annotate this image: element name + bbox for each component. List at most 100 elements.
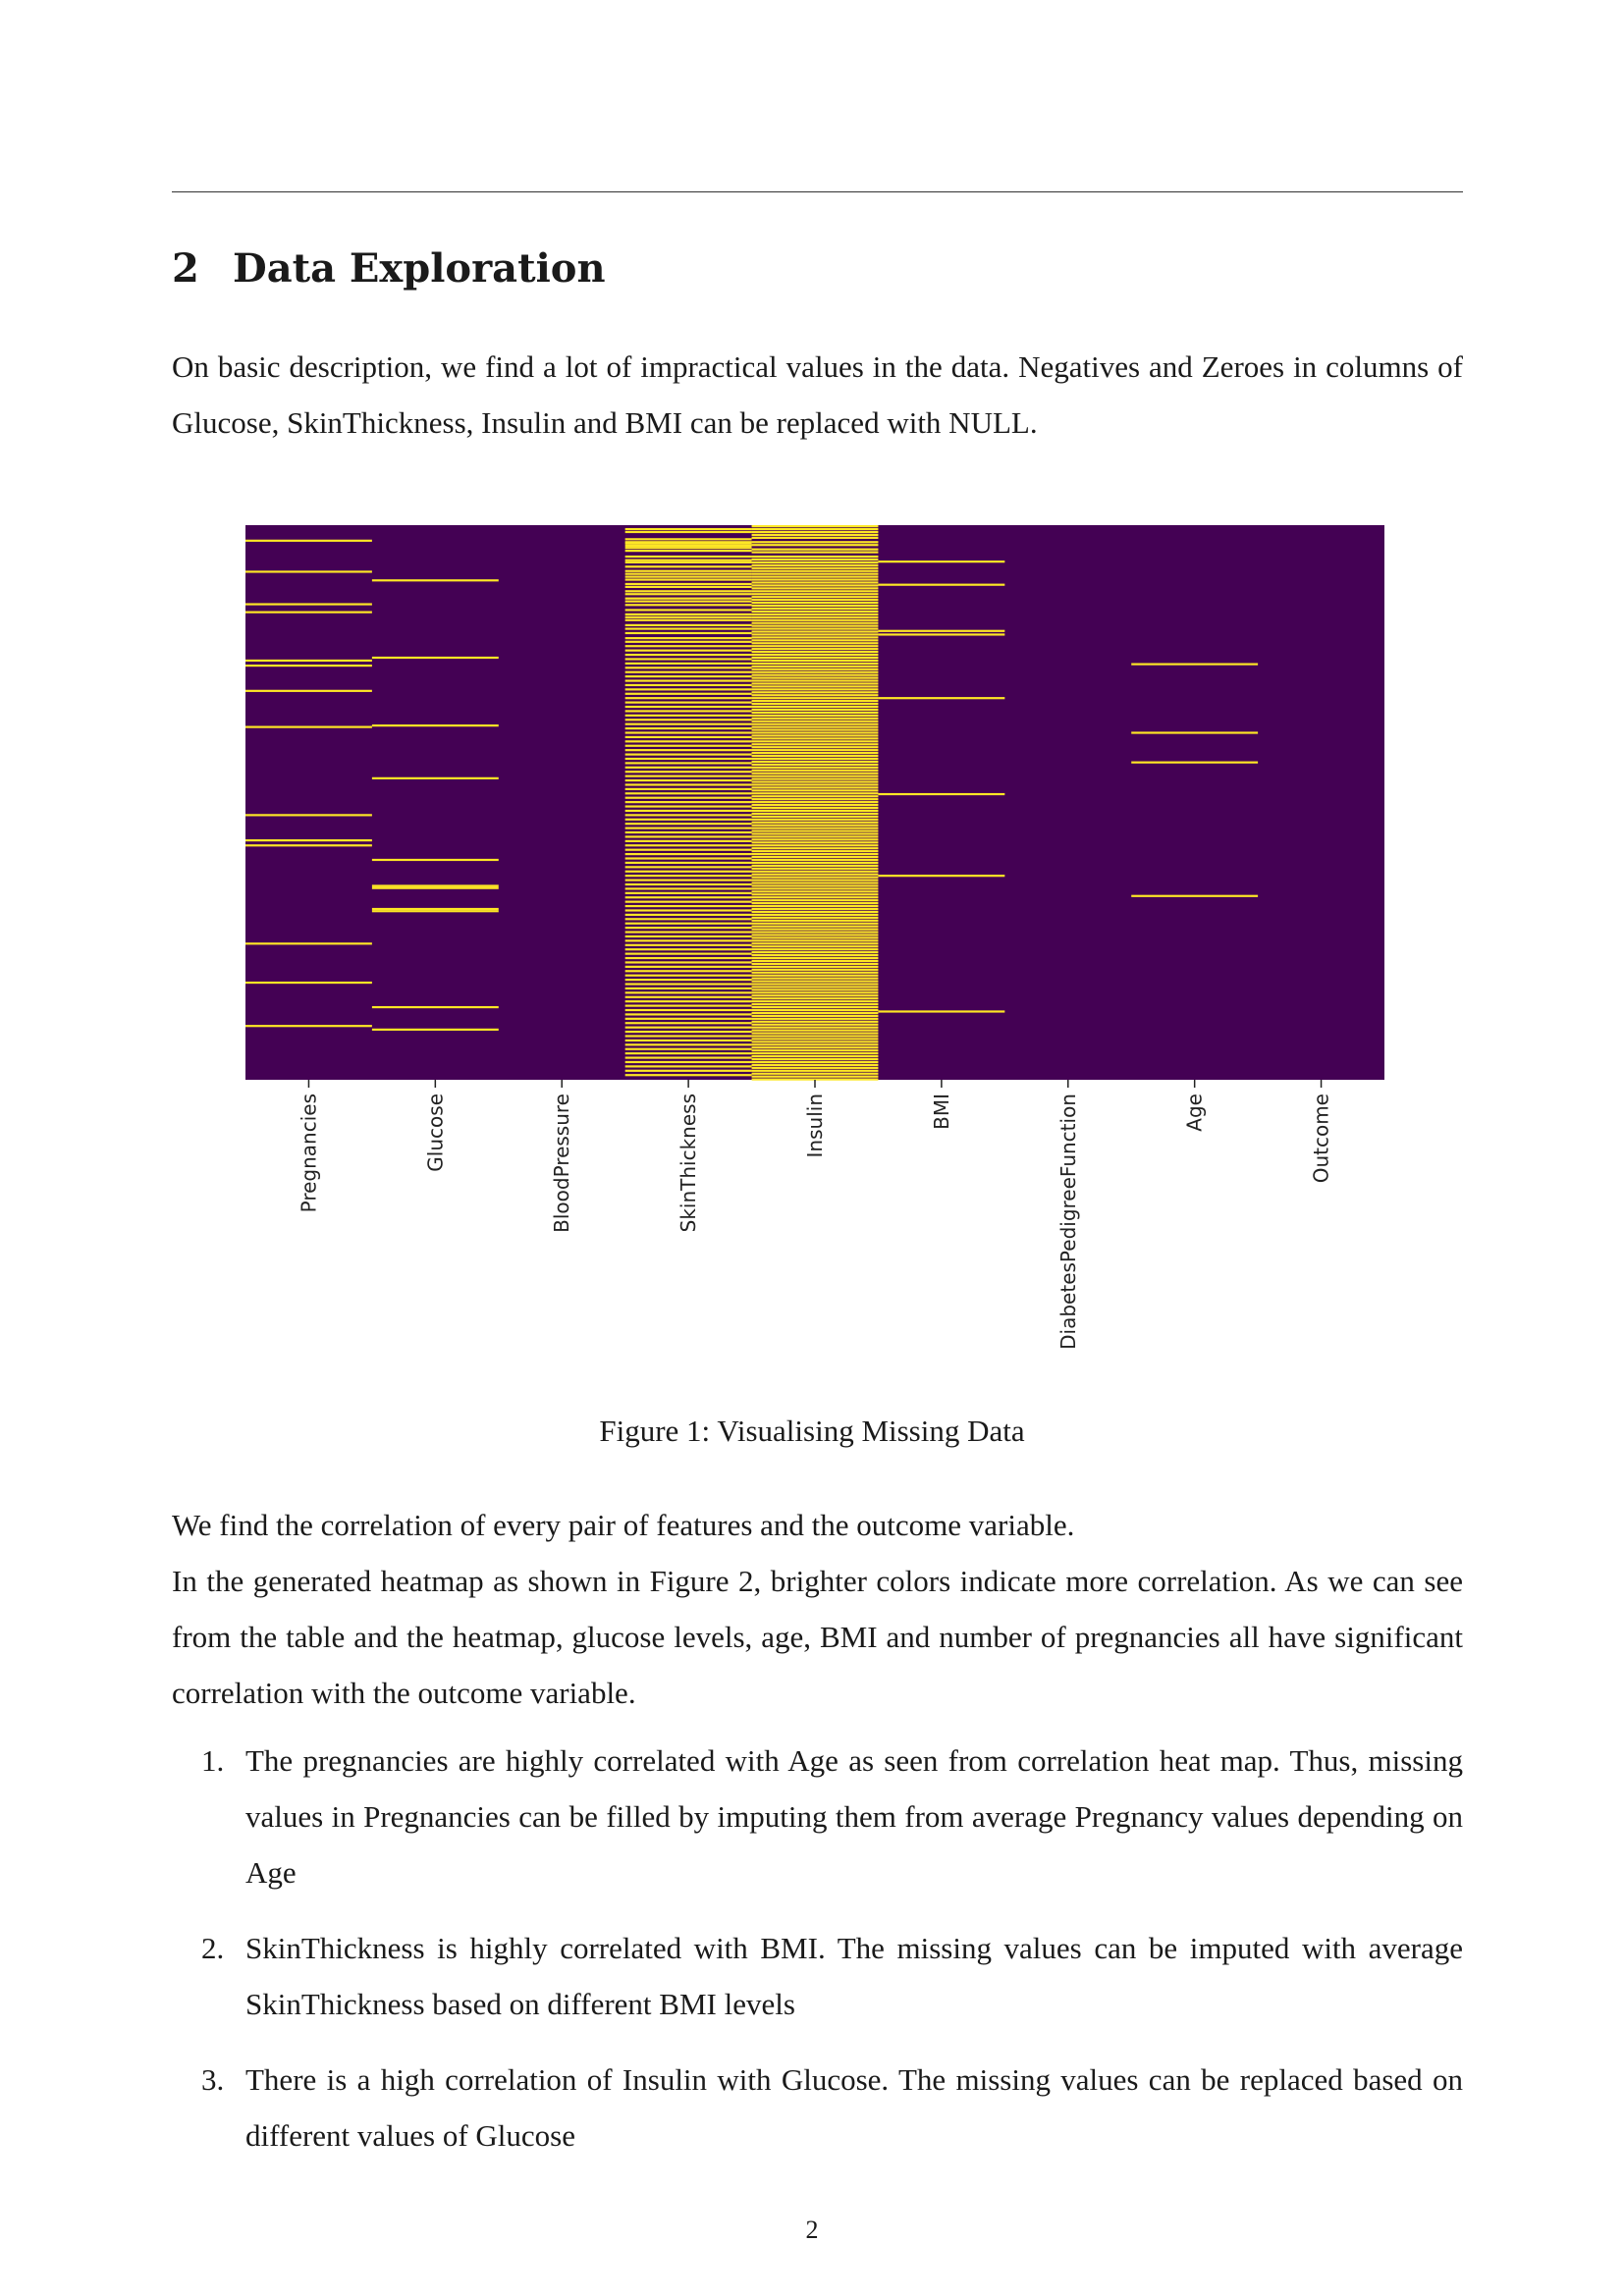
- list-marker: 1.: [201, 1743, 225, 1778]
- missing-cell: [624, 555, 752, 559]
- missing-cell: [371, 884, 499, 887]
- missing-cell: [751, 977, 879, 980]
- missing-cell: [751, 676, 879, 679]
- missing-cell: [751, 656, 879, 660]
- list-item-text: There is a high correlation of Insulin w…: [245, 2062, 1463, 2153]
- missing-cell: [624, 593, 752, 596]
- missing-cell: [751, 624, 879, 627]
- missing-cell: [751, 697, 879, 700]
- missing-cell: [624, 623, 752, 626]
- missing-cell: [751, 702, 879, 706]
- x-tick-label: DiabetesPedigreeFunction: [1056, 1094, 1080, 1350]
- missing-cell: [751, 527, 879, 531]
- missing-cell: [624, 631, 752, 635]
- missing-cell: [751, 774, 879, 777]
- missing-cell: [878, 1010, 1005, 1013]
- missing-cell: [751, 884, 879, 887]
- missing-cell: [624, 1056, 752, 1059]
- missing-cell: [751, 803, 879, 807]
- missing-cell: [751, 653, 879, 657]
- missing-cell: [624, 774, 752, 777]
- missing-cell: [751, 566, 879, 569]
- missing-cell: [751, 939, 879, 942]
- correlation-line-2: In the generated heatmap as shown in Fig…: [172, 1564, 1463, 1710]
- missing-cell: [751, 599, 879, 602]
- missing-cell: [751, 1078, 879, 1081]
- missing-cell: [751, 777, 879, 780]
- missing-cell: [624, 683, 752, 687]
- missing-cell: [624, 697, 752, 700]
- missing-cell: [624, 1039, 752, 1042]
- missing-cell: [245, 664, 372, 667]
- missing-cell: [751, 642, 879, 645]
- missing-cell: [245, 814, 372, 817]
- missing-cell: [878, 633, 1005, 636]
- missing-cell: [624, 538, 752, 541]
- missing-cell: [624, 627, 752, 630]
- missing-cell: [751, 533, 879, 537]
- missing-cell: [751, 1038, 879, 1041]
- missing-cell: [751, 1011, 879, 1015]
- missing-cell: [751, 590, 879, 593]
- missing-cell: [751, 731, 879, 734]
- missing-cell: [751, 578, 879, 581]
- correlation-paragraph: We find the correlation of every pair of…: [172, 1497, 1463, 1721]
- missing-cell: [751, 581, 879, 584]
- missing-cell: [751, 942, 879, 945]
- missing-cell: [751, 548, 879, 551]
- missing-cell: [751, 902, 879, 905]
- missing-cell: [624, 1047, 752, 1050]
- missing-cell: [751, 752, 879, 755]
- missing-cell: [751, 572, 879, 575]
- missing-cell: [751, 1014, 879, 1017]
- missing-cell: [371, 886, 499, 889]
- missing-cell: [751, 835, 879, 838]
- missing-cell: [751, 685, 879, 688]
- missing-cell: [245, 1025, 372, 1028]
- list-marker: 2.: [201, 1931, 225, 1965]
- missing-cell: [751, 806, 879, 810]
- missing-cell: [624, 879, 752, 881]
- missing-cell: [624, 783, 752, 786]
- missing-cell: [624, 749, 752, 752]
- missing-cell: [751, 893, 879, 896]
- missing-cell: [751, 688, 879, 691]
- missing-cell: [245, 611, 372, 614]
- missing-cell: [751, 780, 879, 783]
- missing-cell: [624, 757, 752, 761]
- missing-cell: [751, 852, 879, 856]
- missing-cell: [751, 659, 879, 663]
- missing-cell: [751, 555, 879, 559]
- missing-cell: [624, 792, 752, 795]
- missing-cell: [624, 939, 752, 942]
- missing-cell: [751, 587, 879, 590]
- missing-cell: [624, 934, 752, 938]
- missing-cell: [624, 667, 752, 669]
- missing-cell: [751, 740, 879, 743]
- missing-cell: [751, 824, 879, 827]
- missing-cell: [751, 850, 879, 853]
- missing-cell: [751, 1052, 879, 1055]
- missing-cell: [245, 839, 372, 842]
- missing-cell: [751, 847, 879, 850]
- missing-cell: [878, 697, 1005, 700]
- missing-cell: [751, 596, 879, 599]
- missing-cell: [751, 630, 879, 633]
- missing-cell: [624, 943, 752, 946]
- missing-cell: [751, 613, 879, 615]
- missing-cell: [624, 965, 752, 968]
- missing-cell: [245, 659, 372, 663]
- missing-cell: [624, 550, 752, 553]
- missing-cell: [624, 692, 752, 695]
- missing-cell: [751, 867, 879, 870]
- missing-cell: [624, 688, 752, 691]
- missing-cell: [751, 818, 879, 821]
- missing-cell: [751, 536, 879, 539]
- missing-cell: [624, 726, 752, 730]
- missing-cell: [751, 792, 879, 795]
- missing-cell: [751, 648, 879, 651]
- missing-cell: [245, 725, 372, 728]
- page-number: 2: [805, 2216, 819, 2244]
- x-tick-label: SkinThickness: [677, 1094, 700, 1232]
- missing-cell: [624, 637, 752, 640]
